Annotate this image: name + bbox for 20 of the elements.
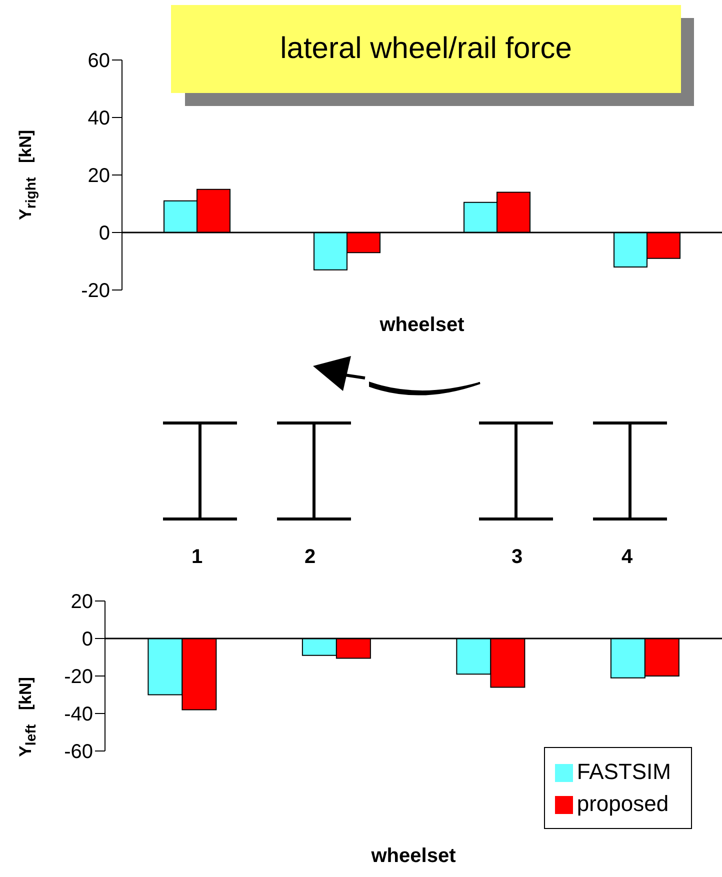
x-axis-title: wheelset [370,845,457,868]
text: 4 [621,546,634,568]
y-tick-label: -20 [81,280,110,302]
y-tick-label: 0 [98,222,110,245]
text: 1 [191,546,203,568]
y-tick-label: 60 [88,50,110,72]
chart-title: lateral wheel/rail force [171,5,681,93]
x-axis-title: wheelset [378,314,466,337]
legend-label: FASTSIM [576,759,671,784]
y-tick-label: 20 [88,165,110,188]
text: 3 [511,546,523,568]
y-tick-label: -60 [64,741,93,764]
y-tick-label: -40 [64,704,93,726]
y-tick-label: 20 [70,591,93,614]
y-tick-label: 0 [82,628,93,651]
legend-label: proposed [576,791,669,816]
title-banner: lateral wheel/rail force [171,5,694,106]
y-tick-label: 40 [88,108,110,130]
y-tick-label: -20 [64,666,93,688]
text: 2 [304,546,316,568]
